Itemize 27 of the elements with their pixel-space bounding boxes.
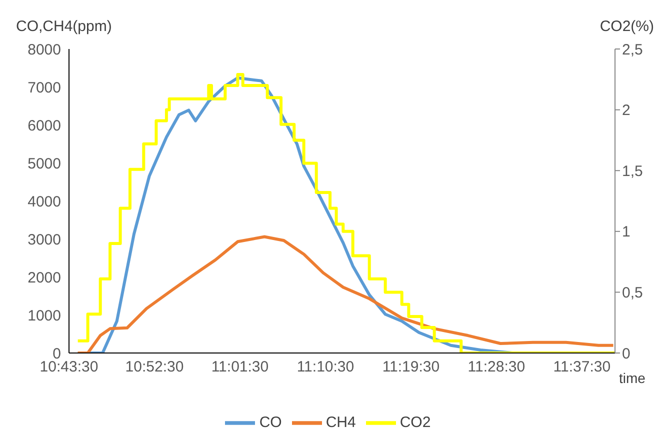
legend-label: CO bbox=[259, 414, 282, 431]
y-tick-label: 4000 bbox=[28, 193, 61, 210]
y2-tick-label: 0,5 bbox=[622, 284, 643, 302]
x-tick-label: 11:19:30 bbox=[382, 358, 440, 376]
y2-tick-label: 2 bbox=[622, 102, 630, 120]
x-tick-label: 11:37:30 bbox=[553, 358, 611, 376]
y2-tick-label: 1,5 bbox=[622, 162, 643, 180]
legend-label: CH4 bbox=[326, 414, 356, 431]
y-tick-label: 5000 bbox=[28, 155, 61, 172]
y2-tick-label: 0 bbox=[622, 345, 630, 362]
y2-axis-title: CO2(%) bbox=[600, 18, 654, 35]
x-tick-label: 11:28:30 bbox=[468, 358, 526, 376]
x-tick-label: 10:52:30 bbox=[125, 358, 184, 376]
x-tick-label: 11:10:30 bbox=[296, 358, 354, 376]
y-tick-label: 1000 bbox=[28, 307, 61, 324]
x-axis-title: time bbox=[619, 370, 646, 386]
y-tick-label: 6000 bbox=[28, 117, 61, 134]
y-tick-label: 8000 bbox=[28, 41, 61, 58]
y-tick-label: 3000 bbox=[28, 231, 61, 248]
y-axis-title: CO,CH4(ppm) bbox=[16, 18, 112, 35]
y2-tick-label: 1 bbox=[622, 224, 630, 241]
y2-tick-label: 2,5 bbox=[622, 41, 643, 58]
legend-label: CO2 bbox=[400, 414, 431, 431]
y-tick-label: 2000 bbox=[28, 269, 61, 286]
y-tick-label: 7000 bbox=[28, 79, 61, 96]
line-series bbox=[76, 235, 615, 353]
x-tick-label: 11:01:30 bbox=[211, 358, 269, 376]
